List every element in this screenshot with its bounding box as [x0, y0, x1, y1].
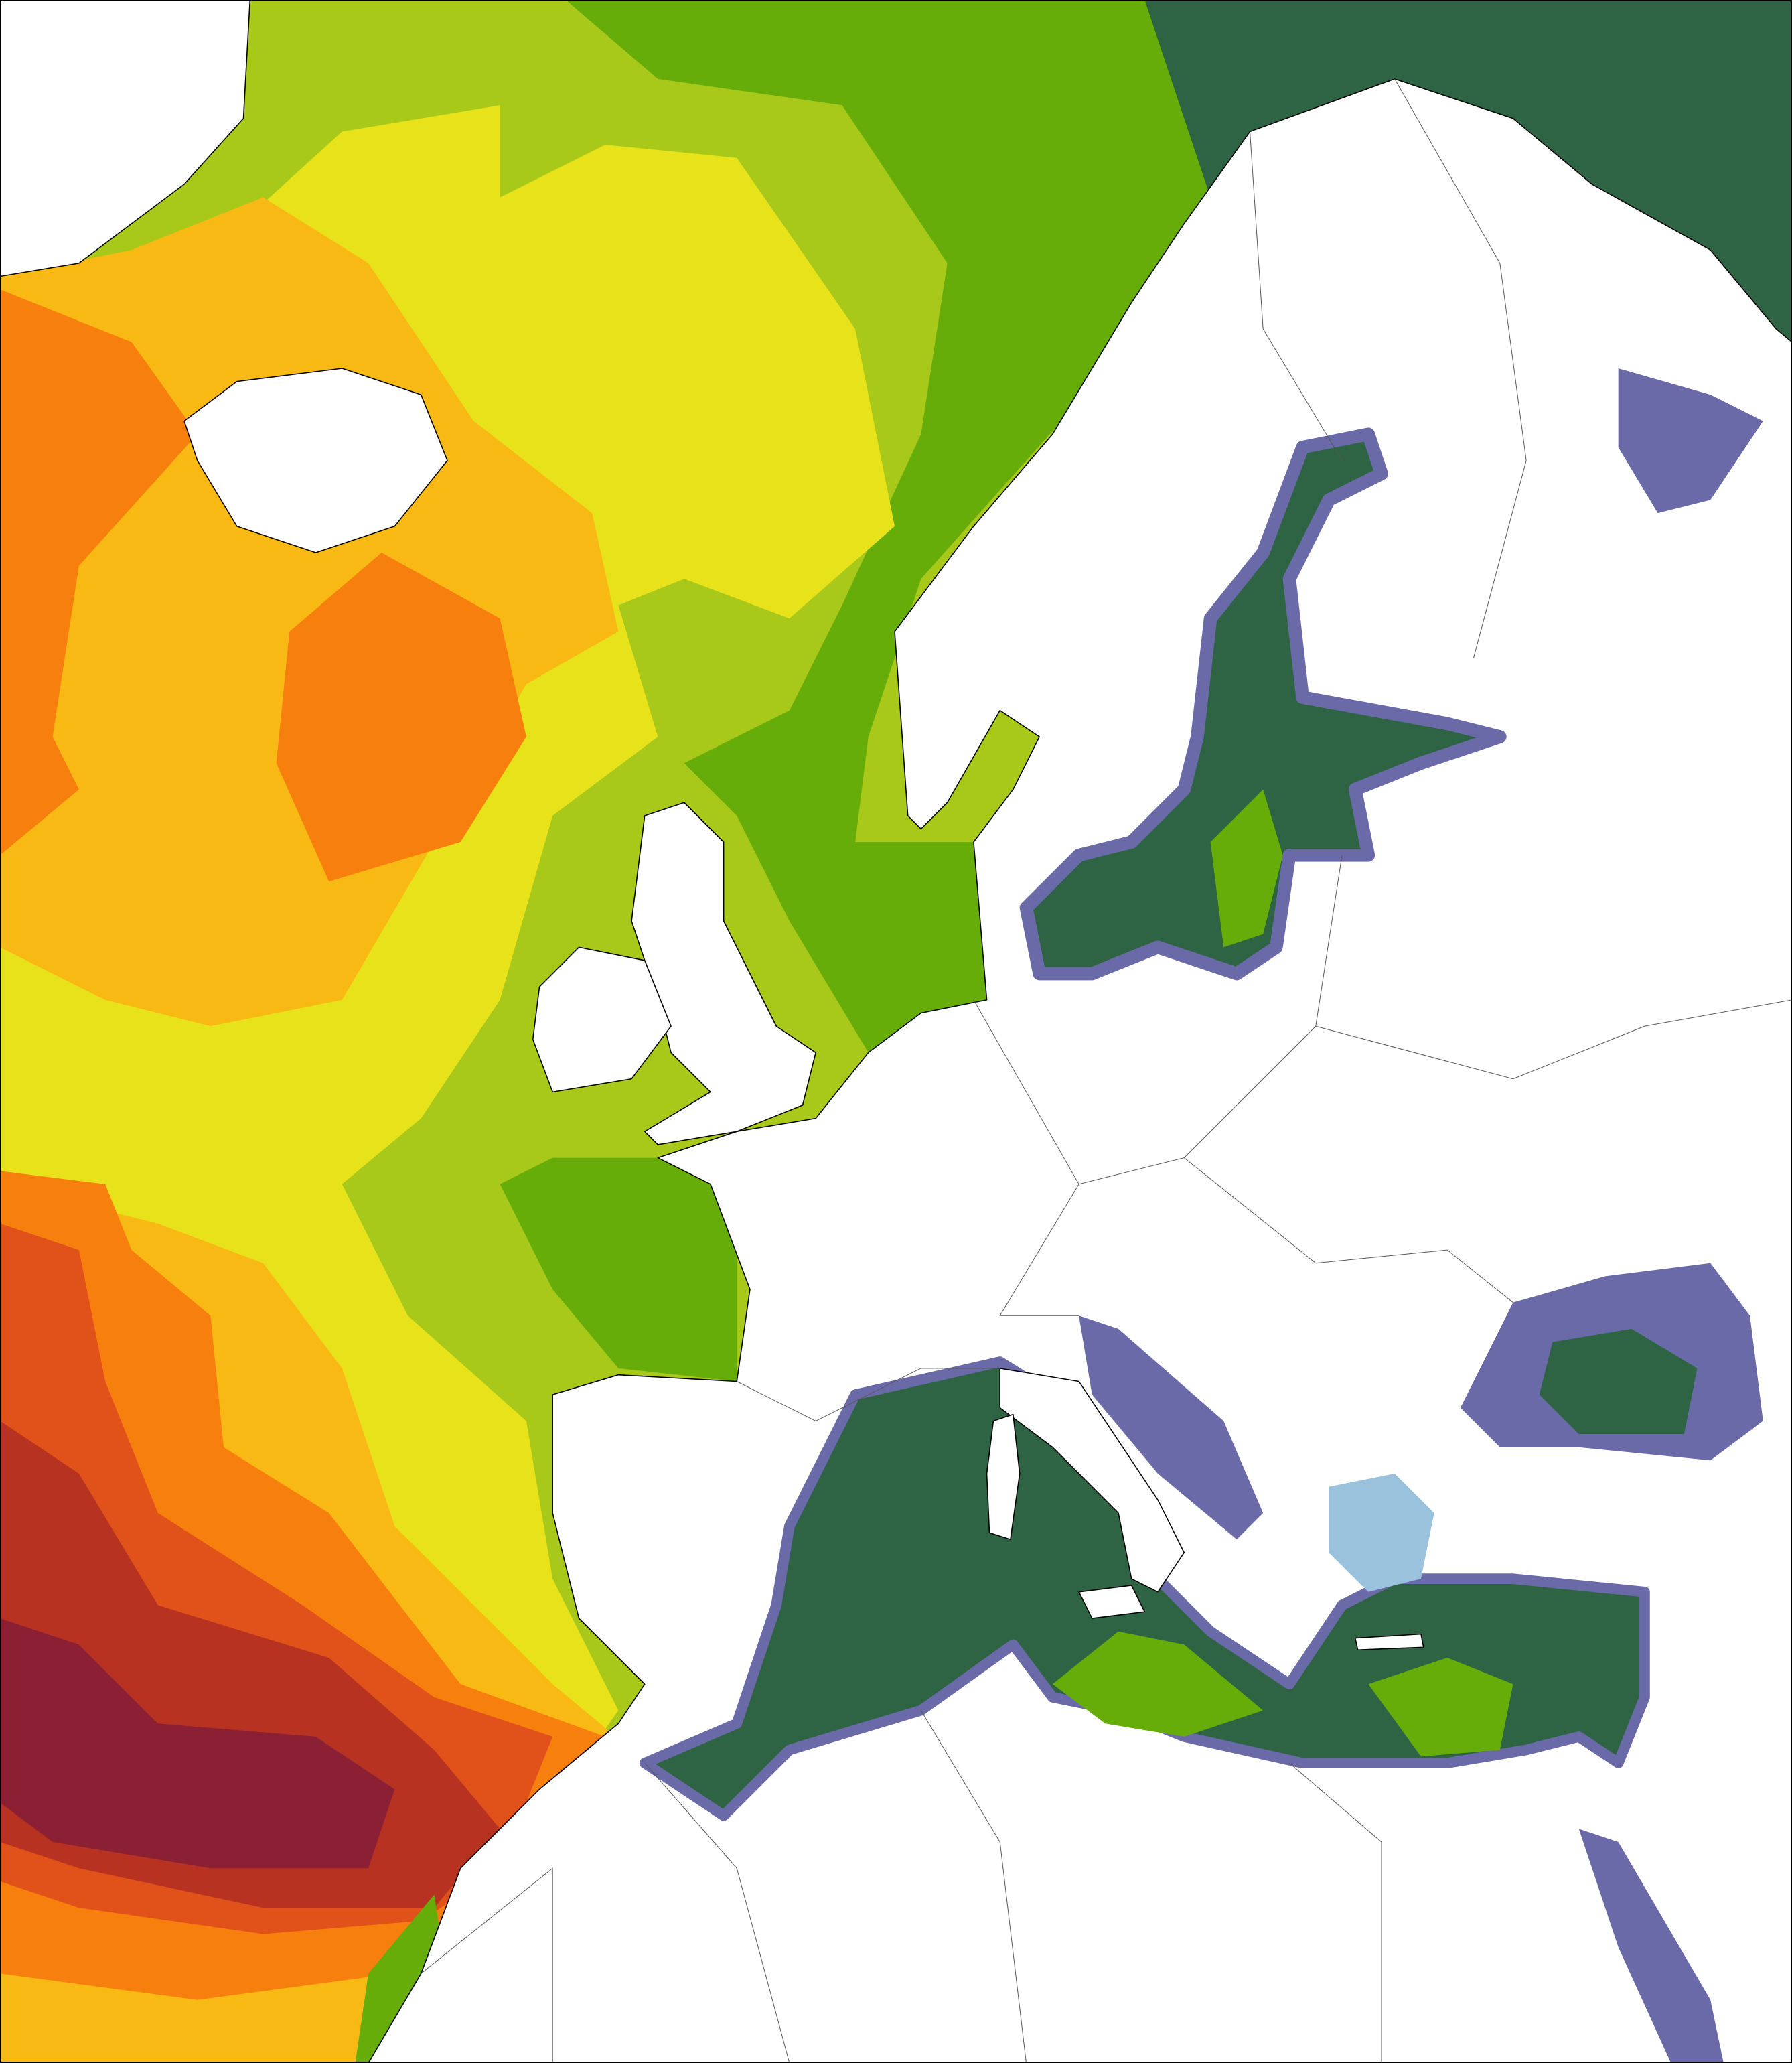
baltic-center: [1210, 789, 1283, 948]
black-sea-center: [1539, 1328, 1698, 1435]
continent: [368, 78, 1792, 2063]
aegean-sea: [1329, 1474, 1434, 1592]
border: [920, 1710, 1027, 2063]
borders: [421, 78, 1792, 2063]
border: [1394, 78, 1527, 658]
red-sea: [1578, 1829, 1724, 2063]
band-orange: [276, 553, 526, 882]
border: [1315, 999, 1792, 1080]
mediterranean-patch: [1368, 1658, 1513, 1757]
border: [421, 1867, 553, 2063]
border: [1250, 131, 1343, 461]
border: [999, 1184, 1079, 1316]
iceland: [183, 368, 448, 553]
border: [1183, 1157, 1513, 1303]
sicily: [1078, 1585, 1146, 1619]
ireland: [532, 946, 672, 1093]
border: [1289, 1762, 1382, 2063]
crete: [1354, 1633, 1424, 1650]
band-green: [500, 1157, 737, 1382]
white-sea: [1618, 368, 1763, 514]
adriatic-sea: [1079, 1315, 1264, 1540]
band-maroon: [0, 1618, 395, 1869]
mediterranean-patch: [1052, 1631, 1264, 1737]
inland-seas: [639, 368, 1763, 2063]
border: [644, 1762, 790, 2063]
italy: [999, 1368, 1185, 1593]
sardinia-corsica: [986, 1413, 1021, 1540]
greenland: [0, 0, 251, 277]
baltic-sea: [1019, 427, 1507, 981]
band-orange: [0, 289, 198, 855]
border: [737, 1368, 1000, 1421]
